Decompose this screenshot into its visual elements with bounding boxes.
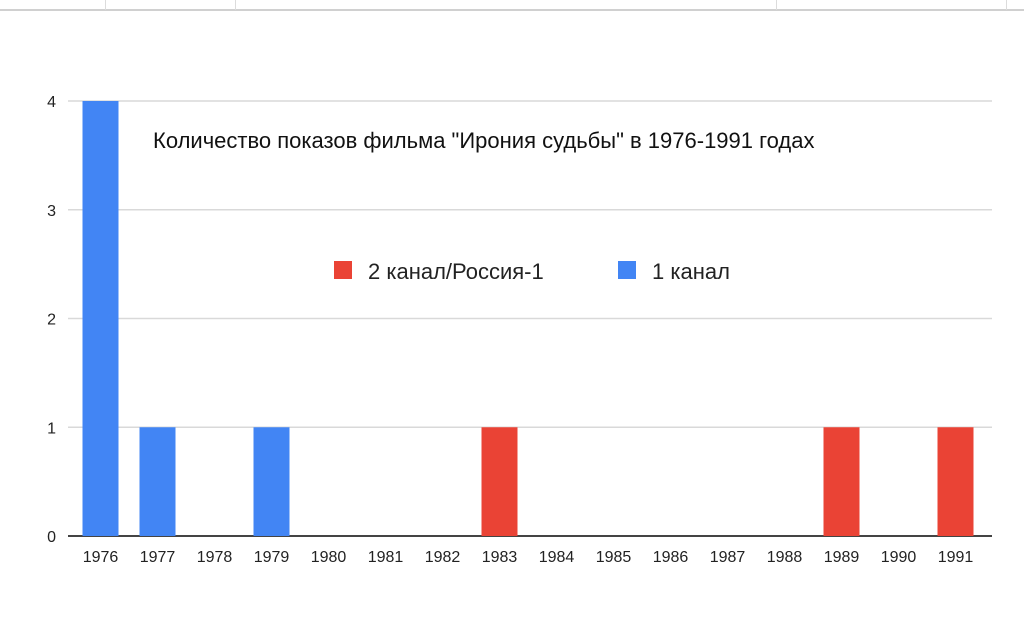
y-tick-label: 4 bbox=[47, 94, 56, 111]
x-tick-label: 1980 bbox=[311, 549, 347, 566]
x-tick-label: 1976 bbox=[83, 549, 119, 566]
bar-1991-series-0 bbox=[937, 427, 974, 536]
spreadsheet-column-border bbox=[776, 0, 777, 10]
x-tick-label: 1990 bbox=[881, 549, 917, 566]
bar-1977-series-1 bbox=[139, 427, 176, 536]
legend-label-channel-2: 2 канал/Россия-1 bbox=[368, 259, 544, 284]
spreadsheet-column-border bbox=[105, 0, 106, 10]
x-tick-label: 1987 bbox=[710, 549, 746, 566]
x-tick-label: 1982 bbox=[425, 549, 461, 566]
legend-swatch-channel-2 bbox=[334, 261, 352, 279]
y-tick-label: 3 bbox=[47, 203, 56, 220]
bar-1976-series-1 bbox=[82, 101, 119, 536]
bar-1989-series-0 bbox=[823, 427, 860, 536]
x-tick-label: 1984 bbox=[539, 549, 575, 566]
x-tick-label: 1983 bbox=[482, 549, 518, 566]
y-tick-label: 1 bbox=[47, 420, 56, 437]
spreadsheet-column-border bbox=[1006, 0, 1007, 10]
legend: 2 канал/Россия-1 1 канал bbox=[334, 259, 730, 284]
chart-title: Количество показов фильма "Ирония судьбы… bbox=[153, 128, 814, 153]
spreadsheet-row-border bbox=[0, 9, 1024, 11]
x-tick-label: 1988 bbox=[767, 549, 803, 566]
x-tick-label: 1981 bbox=[368, 549, 404, 566]
spreadsheet-column-border bbox=[235, 0, 236, 10]
x-tick-label: 1991 bbox=[938, 549, 974, 566]
bar-1983-series-0 bbox=[481, 427, 518, 536]
x-tick-label: 1979 bbox=[254, 549, 290, 566]
x-tick-label: 1985 bbox=[596, 549, 632, 566]
x-tick-label: 1978 bbox=[197, 549, 233, 566]
x-tick-label: 1989 bbox=[824, 549, 860, 566]
x-tick-label: 1977 bbox=[140, 549, 176, 566]
legend-swatch-channel-1 bbox=[618, 261, 636, 279]
bar-1979-series-1 bbox=[253, 427, 290, 536]
y-tick-label: 0 bbox=[47, 529, 56, 546]
legend-label-channel-1: 1 канал bbox=[652, 259, 730, 284]
y-tick-label: 2 bbox=[47, 312, 56, 329]
x-tick-label: 1986 bbox=[653, 549, 689, 566]
